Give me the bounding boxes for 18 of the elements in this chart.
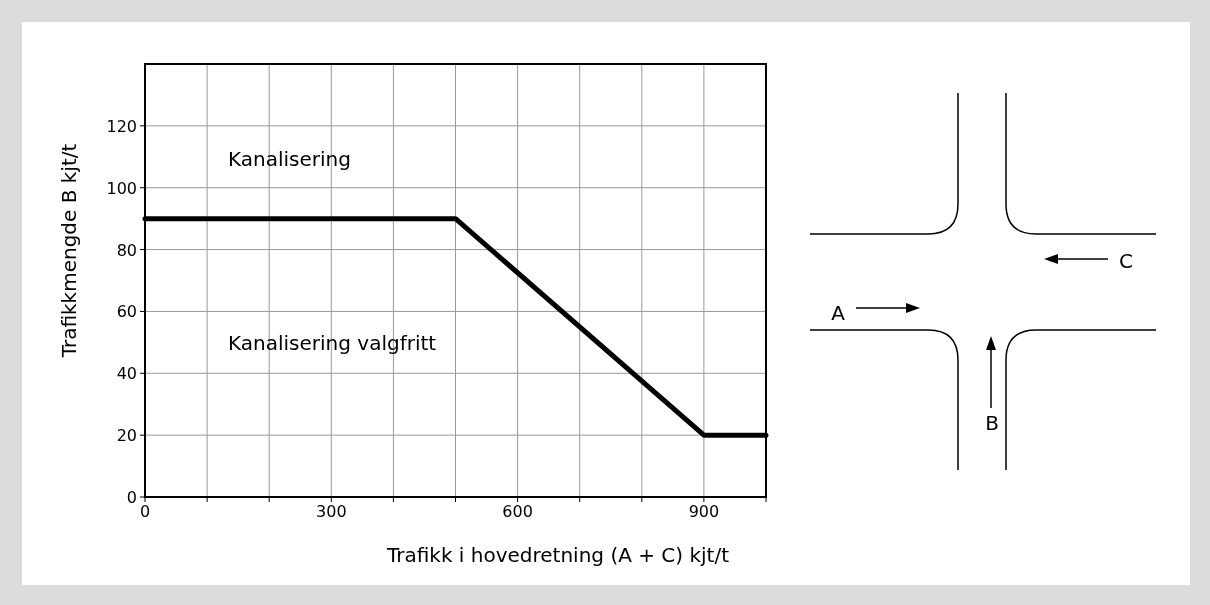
y-tick-label: 120 bbox=[106, 116, 137, 136]
text: C bbox=[1119, 249, 1133, 273]
y-tick-label: 0 bbox=[126, 488, 137, 507]
x-tick-label: 0 bbox=[139, 502, 151, 521]
text: A bbox=[831, 301, 846, 325]
y-axis-title: Trafikkmengde B kjt/t bbox=[57, 143, 81, 359]
y-tick-label: 20 bbox=[116, 426, 137, 446]
annotation: Kanalisering valgfritt bbox=[228, 331, 437, 355]
annotation: Kanalisering bbox=[228, 147, 351, 171]
x-tick-label: 600 bbox=[502, 502, 533, 521]
x-tick-label: 300 bbox=[316, 502, 347, 521]
text: B bbox=[985, 411, 999, 435]
y-tick-label: 100 bbox=[106, 178, 137, 198]
y-tick-label: 60 bbox=[116, 302, 137, 322]
y-tick-label: 80 bbox=[116, 240, 137, 260]
y-tick-label: 40 bbox=[116, 364, 137, 384]
x-tick-label: 900 bbox=[688, 502, 720, 521]
x-axis-title: Trafikk i hovedretning (A + C) kjt/t bbox=[385, 543, 730, 567]
